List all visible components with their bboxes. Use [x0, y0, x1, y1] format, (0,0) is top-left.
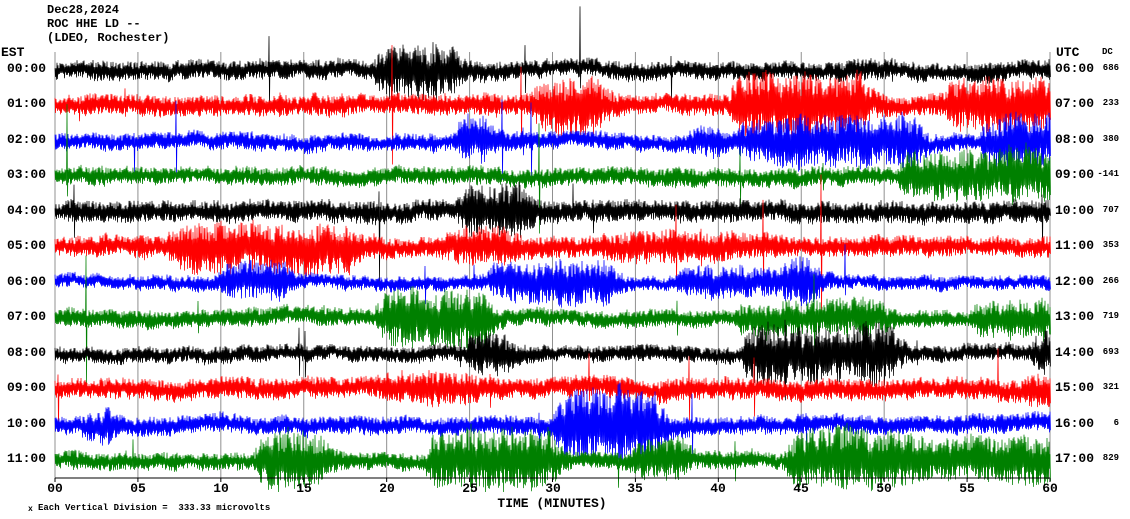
scale-marker: x	[28, 505, 33, 514]
utc-hour-label: 09:00	[1055, 167, 1095, 182]
est-hour-label: 04:00	[6, 203, 46, 218]
x-tick-label: 05	[130, 481, 146, 496]
x-tick-label: 35	[627, 481, 643, 496]
dc-value: 719	[1102, 311, 1119, 321]
x-tick-label: 10	[213, 481, 229, 496]
trace-waveform-0100	[54, 45, 1051, 165]
trace-waveform-0900	[54, 348, 1051, 433]
x-axis-title: TIME (MINUTES)	[497, 496, 607, 511]
x-tick-label: 30	[545, 481, 561, 496]
dc-value: 829	[1102, 453, 1119, 463]
dc-value: 321	[1102, 382, 1119, 392]
x-tick-label: 40	[710, 481, 726, 496]
trace-waveform-1100	[54, 422, 1051, 493]
station-label: ROC HHE LD --	[47, 17, 141, 31]
est-hour-label: 05:00	[6, 238, 46, 253]
trace-waveform-0600	[54, 244, 1051, 308]
utc-hour-label: 06:00	[1055, 61, 1095, 76]
trace-waveform-0200	[54, 99, 1051, 180]
est-hour-label: 02:00	[6, 132, 46, 147]
dc-axis-label: DC	[1102, 47, 1113, 57]
est-hour-label: 06:00	[6, 274, 46, 289]
network-label: (LDEO, Rochester)	[47, 31, 170, 45]
utc-hour-label: 10:00	[1055, 203, 1095, 218]
utc-hour-label: 13:00	[1055, 309, 1095, 324]
trace-waveform-0800	[54, 319, 1051, 401]
x-tick-label: 55	[959, 481, 975, 496]
dc-value: 353	[1102, 240, 1119, 250]
est-hour-label: 10:00	[6, 416, 46, 431]
dc-value: 380	[1102, 134, 1119, 144]
utc-axis-label: UTC	[1056, 45, 1080, 60]
utc-hour-label: 11:00	[1055, 238, 1095, 253]
trace-waveform-0700	[54, 255, 1051, 387]
est-hour-label: 07:00	[6, 309, 46, 324]
trace-waveform-0500	[54, 174, 1051, 322]
x-tick-label: 60	[1042, 481, 1058, 496]
est-hour-label: 01:00	[6, 96, 46, 111]
scale-footer: Each Vertical Division = 333.33 microvol…	[38, 503, 271, 513]
dc-value: 686	[1102, 63, 1119, 73]
dc-value: 707	[1102, 205, 1119, 215]
est-hour-label: 03:00	[6, 167, 46, 182]
dc-value: 693	[1102, 347, 1119, 357]
x-tick-label: 15	[296, 481, 312, 496]
est-hour-label: 11:00	[6, 451, 46, 466]
utc-hour-label: 08:00	[1055, 132, 1095, 147]
est-hour-label: 00:00	[6, 61, 46, 76]
utc-hour-label: 07:00	[1055, 96, 1095, 111]
x-tick-label: 45	[793, 481, 809, 496]
dc-value: -141	[1097, 169, 1119, 179]
dc-value: 233	[1102, 98, 1119, 108]
x-tick-label: 00	[47, 481, 63, 496]
dc-value: 266	[1102, 276, 1119, 286]
trace-waveform-0400	[54, 181, 1051, 285]
utc-hour-label: 16:00	[1055, 416, 1095, 431]
date-label: Dec28,2024	[47, 3, 120, 17]
est-hour-label: 09:00	[6, 380, 46, 395]
x-tick-label: 20	[379, 481, 395, 496]
x-tick-label: 50	[876, 481, 892, 496]
utc-hour-label: 12:00	[1055, 274, 1095, 289]
trace-waveform-0300	[54, 104, 1051, 234]
utc-hour-label: 14:00	[1055, 345, 1095, 360]
utc-hour-label: 15:00	[1055, 380, 1095, 395]
trace-waveform-0000	[54, 6, 1051, 107]
utc-hour-label: 17:00	[1055, 451, 1095, 466]
x-tick-label: 25	[462, 481, 478, 496]
est-axis-label: EST	[1, 45, 25, 60]
est-hour-label: 08:00	[6, 345, 46, 360]
trace-waveform-1000	[54, 382, 1051, 469]
dc-value: 6	[1113, 418, 1119, 428]
